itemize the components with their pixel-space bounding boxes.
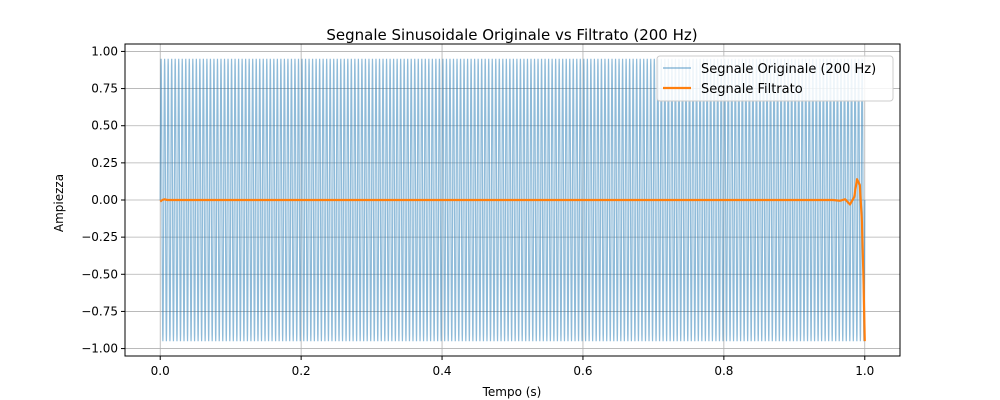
y-tick-label: −1.00 [81,342,118,356]
x-axis-label: Tempo (s) [482,385,542,399]
chart-title: Segnale Sinusoidale Originale vs Filtrat… [326,26,697,44]
x-tick-label: 0.0 [151,364,170,378]
y-tick-label: 0.75 [91,82,118,96]
legend-entry: Segnale Filtrato [701,82,803,97]
y-tick-label: 0.00 [91,193,118,207]
series-filtered-line [159,178,866,342]
y-axis-label: Ampiezza [52,174,66,232]
y-tick-label: −0.50 [81,267,118,281]
y-tick-label: 1.00 [91,44,118,58]
y-tick-label: 0.50 [91,119,118,133]
y-tick-label: 0.25 [91,156,118,170]
y-tick-label: −0.75 [81,304,118,318]
x-tick-label: 0.2 [292,364,311,378]
legend: Segnale Originale (200 Hz) Segnale Filtra… [656,55,894,102]
x-tick-label: 0.8 [714,364,733,378]
x-tick-label: 0.4 [432,364,451,378]
legend-entry: Segnale Originale (200 Hz) [701,62,876,77]
plot-area [159,58,866,342]
x-tick-label: 1.0 [855,364,874,378]
x-tick-label: 0.6 [573,364,592,378]
y-tick-label: −0.25 [81,230,118,244]
legend-box [656,55,894,102]
axes-ticks: 0.0 0.2 0.4 0.6 0.8 1.0 −1.00 −0.75 −0.50 −0.25 0.… [81,44,874,378]
